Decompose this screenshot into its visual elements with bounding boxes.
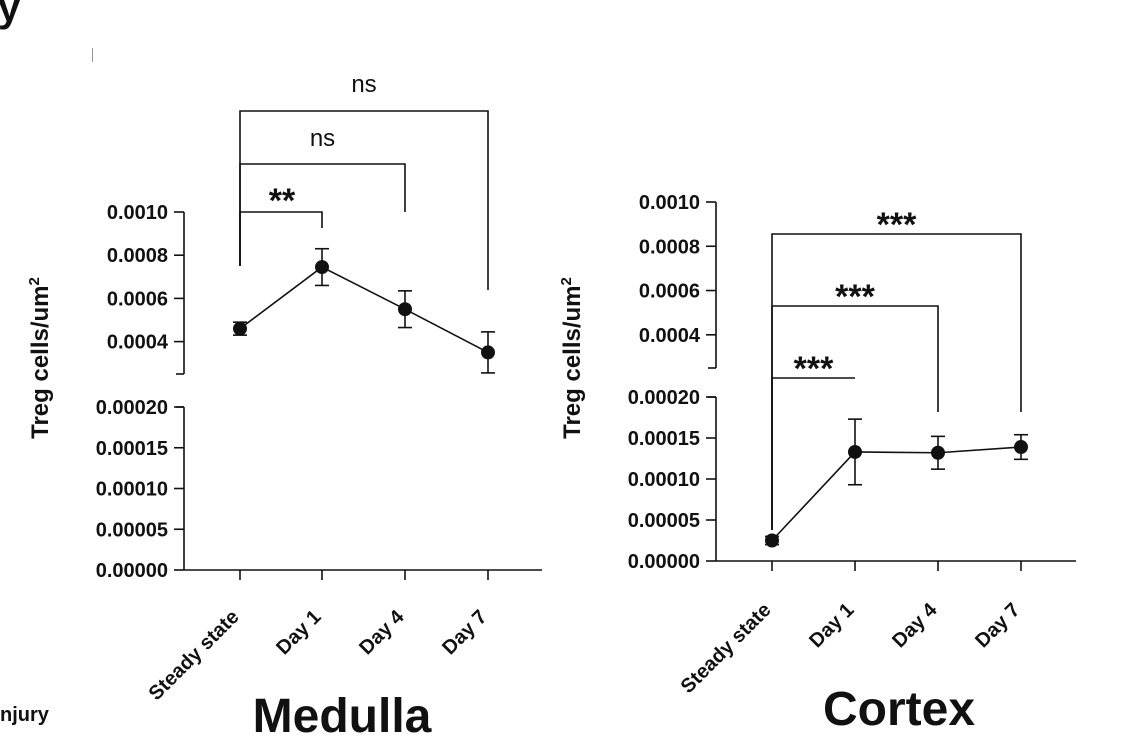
y-tick-label: 0.00000 bbox=[628, 551, 700, 573]
data-point bbox=[931, 445, 945, 460]
y-tick-label: 0.0010 bbox=[639, 192, 700, 214]
y-tick-label: 0.00010 bbox=[628, 469, 700, 491]
data-point bbox=[481, 345, 495, 360]
y-axis-label: Treg cells/um2 bbox=[26, 277, 54, 439]
significance-bracket bbox=[771, 305, 939, 530]
significance-bracket bbox=[239, 211, 323, 266]
y-tick-label: 0.00000 bbox=[96, 560, 168, 582]
chart-title: Medulla bbox=[253, 690, 432, 743]
significance-label: *** bbox=[877, 206, 917, 244]
y-tick-label: 0.0004 bbox=[107, 332, 169, 354]
y-tick-label: 0.00015 bbox=[96, 438, 168, 460]
x-tick-label: Day 1 bbox=[272, 606, 325, 659]
significance-label: ns bbox=[310, 125, 335, 152]
x-tick-label: Day 7 bbox=[438, 606, 491, 659]
significance-bracket bbox=[771, 233, 1022, 530]
x-tick-label: Steady state bbox=[145, 606, 244, 705]
data-point bbox=[848, 444, 862, 459]
y-axis-label-superscript: 2 bbox=[558, 277, 575, 285]
x-tick-label: Day 4 bbox=[355, 605, 409, 659]
x-tick-label: Day 1 bbox=[805, 599, 858, 652]
y-tick-label: 0.00005 bbox=[628, 510, 700, 532]
y-tick-label: 0.00005 bbox=[96, 519, 168, 541]
stray-tick-mark bbox=[92, 48, 93, 62]
significance-label: ** bbox=[269, 182, 296, 220]
y-tick-label: 0.0008 bbox=[639, 236, 700, 258]
y-tick-label: 0.00015 bbox=[628, 428, 700, 450]
significance-bracket bbox=[771, 377, 855, 530]
data-point bbox=[233, 321, 247, 336]
data-point bbox=[315, 260, 329, 275]
y-tick-label: 0.0006 bbox=[639, 281, 700, 303]
y-tick-label: 0.0008 bbox=[107, 245, 168, 267]
figure-caption-fragment: njury bbox=[0, 704, 49, 726]
y-axis-label: Treg cells/um2 bbox=[558, 277, 586, 439]
chart-title: Cortex bbox=[823, 683, 975, 736]
significance-bracket bbox=[239, 110, 489, 290]
data-point bbox=[765, 533, 779, 548]
x-tick-label: Day 7 bbox=[971, 599, 1024, 652]
y-tick-label: 0.0006 bbox=[107, 288, 168, 310]
figure-panel-letter-fragment: y bbox=[0, 0, 21, 30]
data-point bbox=[398, 302, 412, 317]
significance-label: *** bbox=[835, 278, 875, 316]
y-tick-label: 0.00020 bbox=[96, 397, 168, 419]
series-line bbox=[239, 266, 489, 354]
data-point bbox=[1014, 440, 1028, 455]
x-tick-label: Day 4 bbox=[888, 598, 942, 652]
x-tick-label: Steady state bbox=[677, 599, 776, 698]
significance-label: *** bbox=[794, 350, 834, 388]
significance-label: ns bbox=[351, 71, 376, 98]
y-axis-label-superscript: 2 bbox=[26, 277, 43, 285]
y-tick-label: 0.00020 bbox=[628, 387, 700, 409]
y-tick-label: 0.00010 bbox=[96, 479, 168, 501]
series-line bbox=[771, 446, 1022, 542]
y-tick-label: 0.0010 bbox=[107, 202, 168, 224]
y-tick-label: 0.0004 bbox=[639, 325, 701, 347]
